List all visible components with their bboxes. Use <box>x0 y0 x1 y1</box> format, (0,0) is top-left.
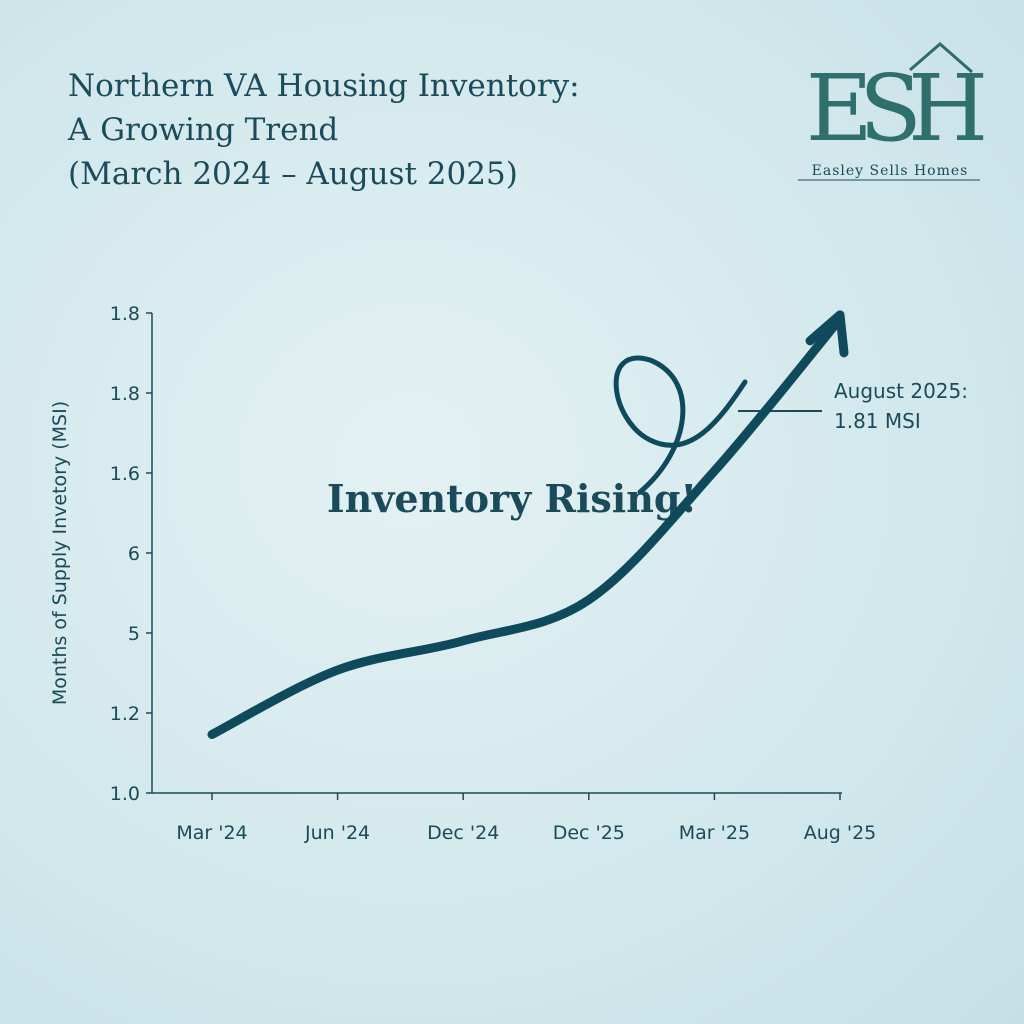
y-tick-label: 1.0 <box>110 783 140 805</box>
decorative-loop <box>613 355 748 495</box>
y-tick-label: 1.2 <box>110 703 140 725</box>
y-tick-label: 6 <box>128 543 140 565</box>
arrow-head <box>805 310 849 358</box>
x-tick-label: Mar '25 <box>679 822 750 844</box>
logo-mark: ESH <box>806 55 984 162</box>
y-tick-label: 5 <box>128 623 140 645</box>
x-tick-label: Aug '25 <box>804 822 877 844</box>
y-tick-label: 1.8 <box>110 303 140 325</box>
logo-name: Easley Sells Homes <box>812 163 969 179</box>
x-tick-label: Dec '24 <box>427 822 499 844</box>
chart-title: (March 2024 – August 2025) <box>68 156 518 192</box>
callout: August 2025: <box>834 379 968 403</box>
x-tick-label: Jun '24 <box>304 822 370 844</box>
y-tick-label: 1.6 <box>110 463 140 485</box>
callout: 1.81 MSI <box>834 409 921 433</box>
y-tick-label: 1.8 <box>110 383 140 405</box>
annotation: Inventory Rising! <box>327 476 697 521</box>
x-tick-label: Mar '24 <box>176 822 247 844</box>
chart-title: A Growing Trend <box>67 112 338 148</box>
logo: ESH Easley Sells Homes <box>798 42 998 181</box>
chart-title: Northern VA Housing Inventory: <box>68 68 580 104</box>
trend-line <box>207 314 845 739</box>
x-tick-label: Dec '25 <box>553 822 625 844</box>
y-axis-label: Months of Supply Invetory (MSI) <box>49 401 71 705</box>
